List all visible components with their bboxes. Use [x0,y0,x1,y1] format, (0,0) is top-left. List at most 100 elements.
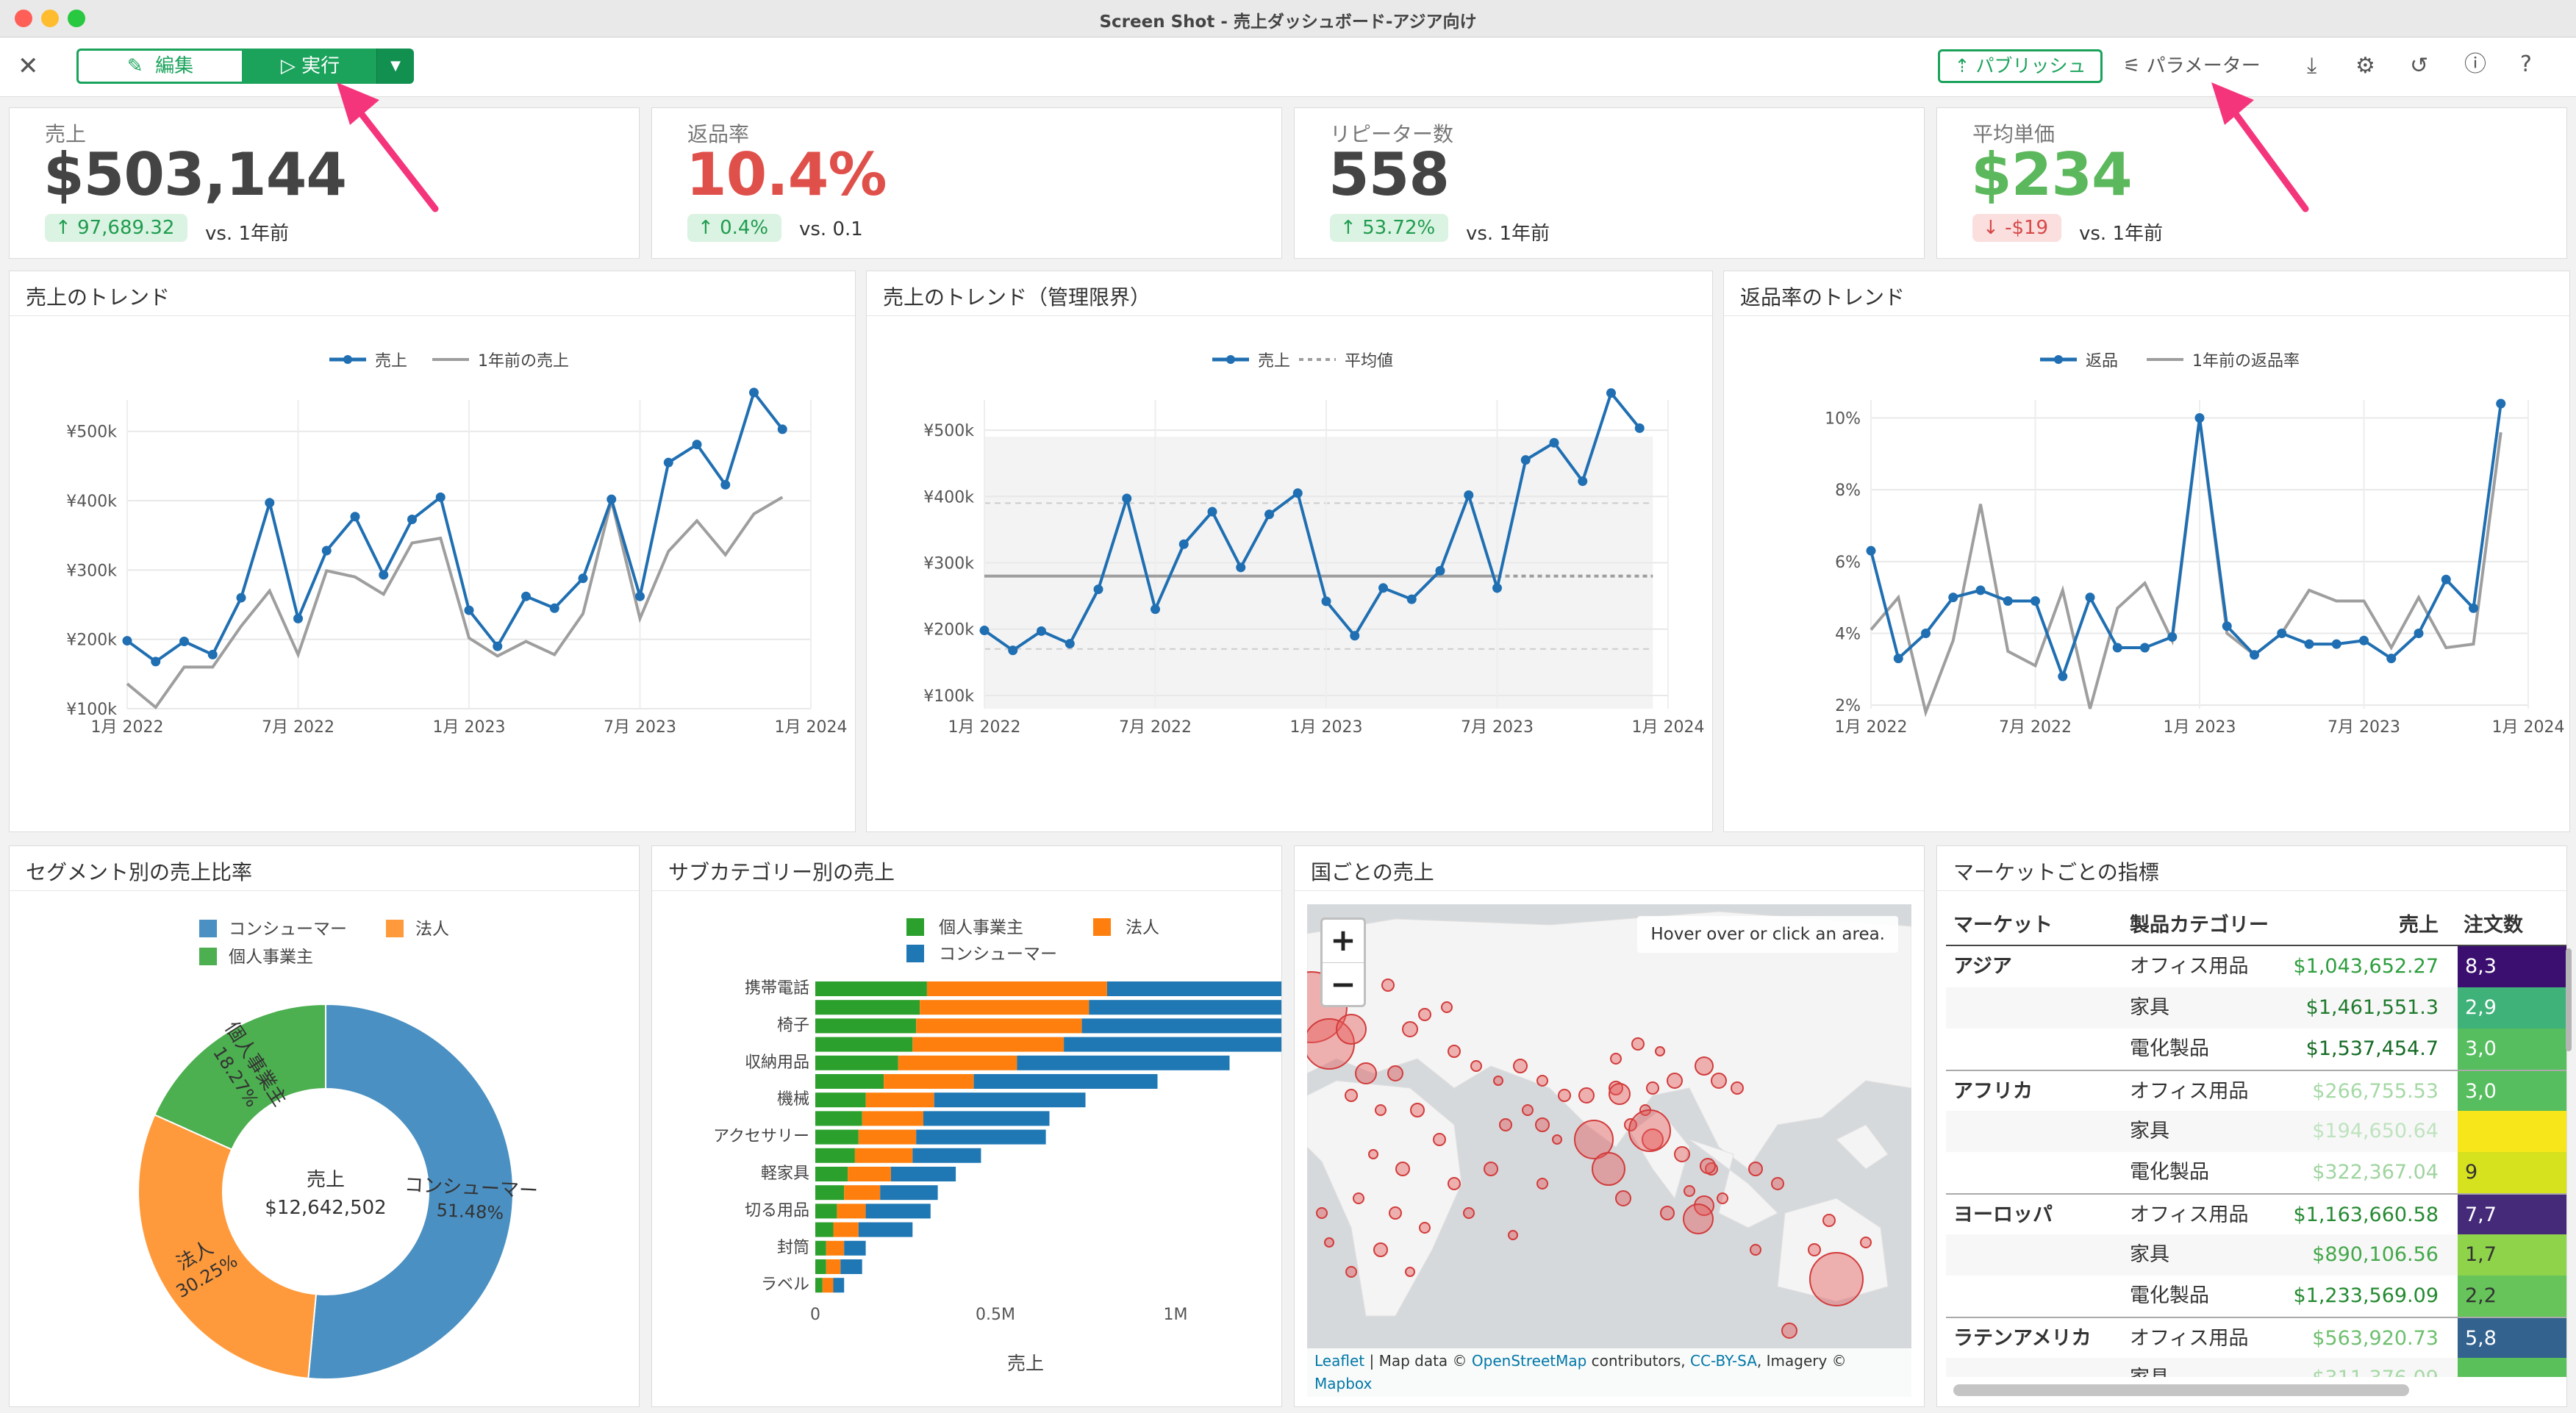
help-icon[interactable]: ? [2520,51,2532,77]
download-icon[interactable]: ⤓ [2307,53,2317,79]
run-options-button[interactable]: ▼ [376,49,414,84]
legend-label: 法人 [415,920,449,939]
country-bubble [1345,1089,1358,1102]
bar-segment [865,1092,934,1108]
legend-label: 1年前の返品率 [2192,352,2300,371]
country-bubble [1418,1008,1431,1021]
y-tick-label: ¥400k [66,493,117,511]
zoom-window-button[interactable] [68,10,85,27]
data-point [1520,455,1531,465]
header-market[interactable]: マーケット [1953,914,2053,937]
sales-cell: $311,376.09 [2312,1358,2439,1377]
data-point [2469,603,2478,613]
data-point [2194,413,2205,423]
bar-segment [1081,1018,1281,1034]
bar-segment [826,1259,841,1274]
legend-label: 個人事業主 [939,918,1023,937]
mapbox-link[interactable]: Mapbox [1314,1375,1373,1392]
x-tick-label: 1月 2024 [775,718,848,737]
chart-legend: 売上 1年前の売上 [329,352,569,371]
category-cell: 家具 [2130,1243,2169,1266]
series-line [126,389,784,664]
country-bubble [1809,1252,1864,1306]
orders-cell: 2,9 [2458,987,2566,1029]
kpi-delta: 0.4% [720,217,769,239]
horizontal-scrollbar[interactable] [1953,1384,2409,1396]
data-point [979,626,990,636]
info-icon[interactable]: ⓘ [2464,51,2486,77]
y-tick-label: 10% [1825,410,1861,429]
license-link[interactable]: CC-BY-SA [1690,1352,1757,1370]
data-point [2140,643,2150,653]
bar-segment [815,1111,862,1126]
card-title: 売上のトレンド [26,285,171,310]
header-orders[interactable]: 注文数 [2464,914,2523,937]
category-cell: 家具 [2130,996,2169,1019]
orders-cell: 8,3 [2458,946,2566,987]
country-bubble [1711,1073,1727,1089]
minimize-window-button[interactable] [41,10,59,27]
header-category[interactable]: 製品カテゴリー [2130,914,2269,937]
kpi-card: 売上 $503,144 ↑ 97,689.32 vs. 1年前 [9,107,640,259]
window-title: Screen Shot - 売上ダッシュボード-アジア向け [1099,12,1477,32]
category-cell: 家具 [2130,1120,2169,1142]
category-label: ラベル [761,1276,809,1294]
window-title-bar: Screen Shot - 売上ダッシュボード-アジア向け [0,0,2576,37]
bar-segment [1106,981,1281,996]
orders-cell [2458,1358,2566,1377]
country-bubble [1609,1083,1631,1105]
kpi-value: $234 [1971,140,2133,209]
close-window-button[interactable] [15,10,32,27]
table-row: ヨーロッパ オフィス用品 $1,163,660.58 7,7 [1946,1193,2566,1236]
run-button[interactable]: ▷ 実行 [244,49,376,84]
world-map[interactable] [1307,904,1911,1397]
data-point [2222,621,2232,632]
country-bubble [1592,1152,1625,1186]
data-point [493,641,503,651]
country-bubble [1700,1158,1716,1174]
bar-segment [862,1111,923,1126]
bar-segment [840,1259,862,1274]
run-label: 実行 [301,55,340,77]
country-sales-map[interactable]: + − Hover over or click an area. Leaflet… [1307,904,1911,1397]
vertical-scrollbar[interactable] [2566,948,2572,1051]
country-bubble [1558,1089,1571,1102]
bar-segment [826,1240,845,1256]
edit-button[interactable]: ✎ 編集 [76,49,244,84]
annotation-arrow [2211,82,2309,212]
bar-segment [837,1203,866,1219]
bar-segment [815,1018,917,1034]
sales-cell: $1,043,652.27 [2293,955,2439,978]
zoom-out-button[interactable]: − [1330,966,1356,1002]
control-trend-chart: 売上 平均値 ¥100k ¥200k ¥300k ¥400k ¥500k 1月 2022 7月 … [923,352,1704,737]
history-icon[interactable]: ↺ [2410,53,2429,79]
category-label: 封筒 [777,1239,809,1257]
close-icon[interactable]: ✕ [18,51,39,81]
bar-segment [912,1148,981,1163]
attr-text: , Imagery © [1756,1352,1847,1370]
header-sales[interactable]: 売上 [2399,914,2439,937]
data-point [1264,509,1274,520]
bar-segment [890,1167,956,1181]
zoom-in-button[interactable]: + [1323,920,1364,963]
data-point [1921,628,1931,638]
publish-button[interactable]: ⇡ パブリッシュ [1938,49,2103,83]
y-tick-label: ¥100k [923,687,974,706]
parameter-button[interactable]: ⚟ パラメーター [2123,49,2261,83]
data-point [1350,631,1360,641]
legend-label: 平均値 [1345,352,1393,371]
data-point [1634,423,1645,433]
leaflet-link[interactable]: Leaflet [1314,1352,1365,1370]
country-bubble [1513,1059,1528,1073]
gear-icon[interactable]: ⚙ [2355,53,2375,79]
data-point [464,605,474,615]
data-point [1975,585,1986,595]
country-bubble [1674,1146,1690,1162]
attr-text: | Map data © [1369,1352,1467,1370]
bar-segment [1089,1000,1281,1015]
kpi-label: リピーター数 [1330,122,1454,146]
osm-link[interactable]: OpenStreetMap [1471,1352,1587,1370]
chevron-down-icon: ▼ [390,58,401,74]
country-bubble [1508,1230,1518,1240]
data-point [1321,596,1331,607]
